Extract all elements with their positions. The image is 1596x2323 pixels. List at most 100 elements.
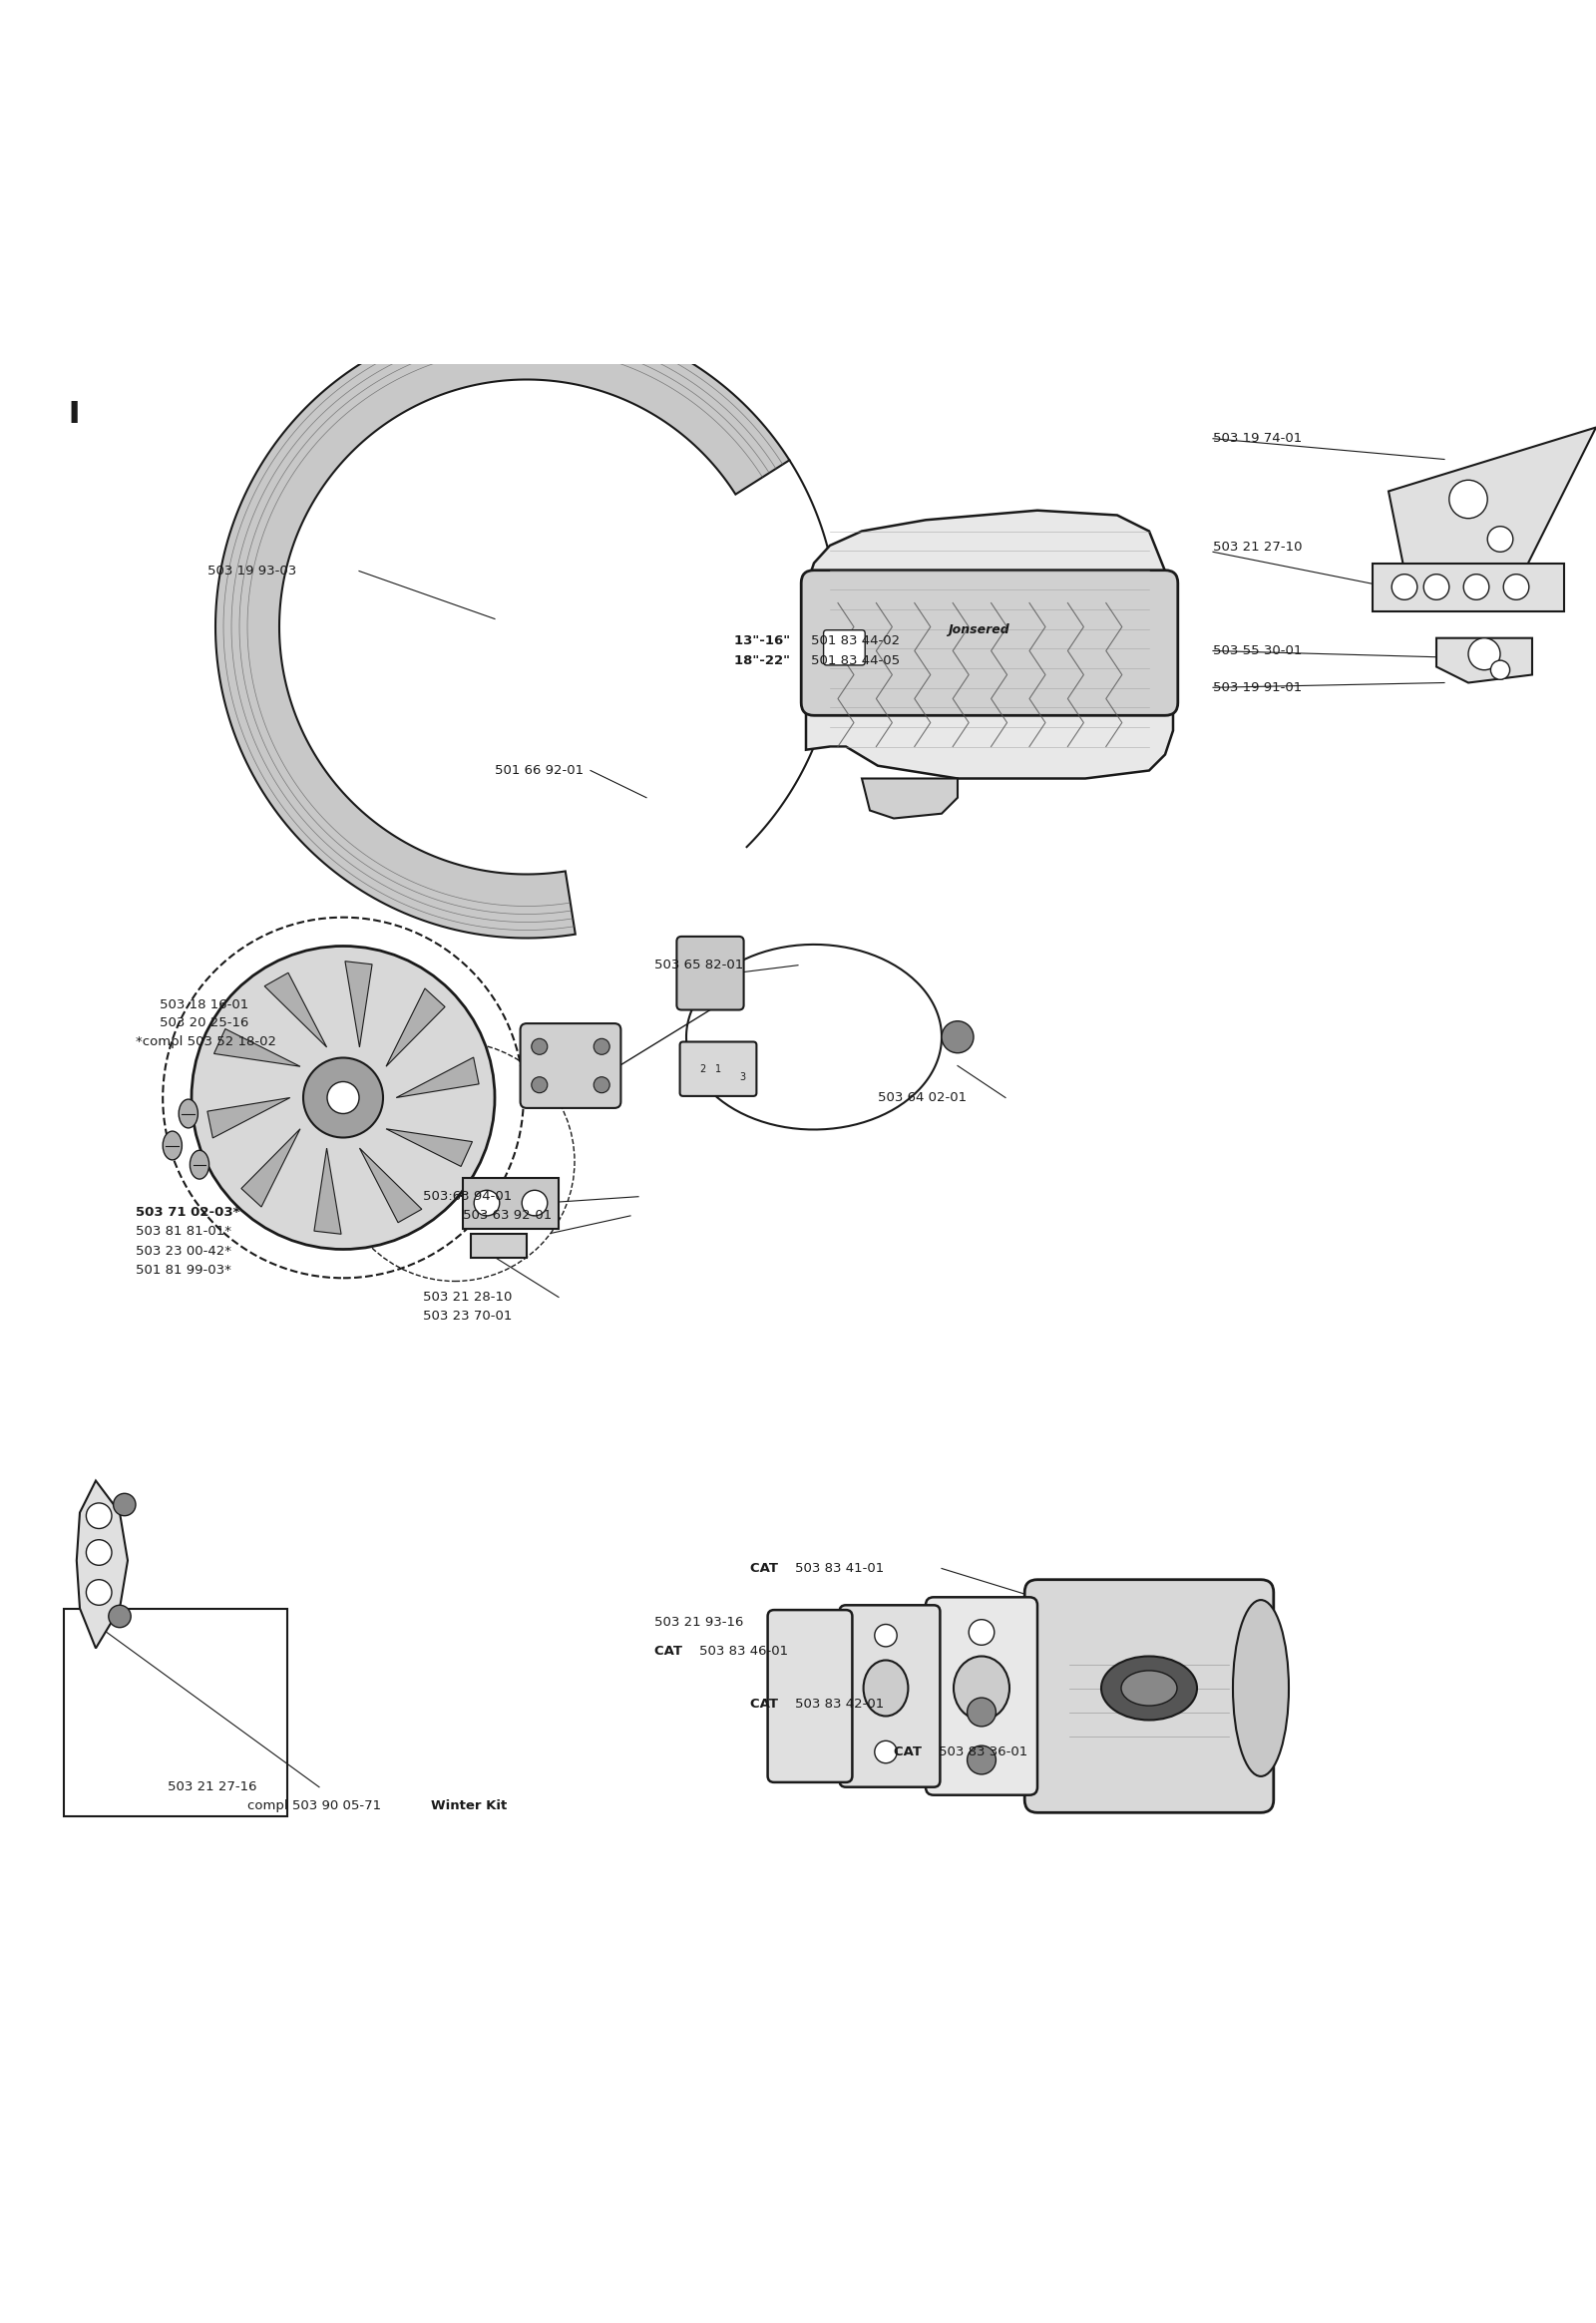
Circle shape: [1503, 574, 1529, 599]
Circle shape: [969, 1747, 994, 1772]
FancyBboxPatch shape: [768, 1610, 852, 1782]
Text: 503 21 93-16: 503 21 93-16: [654, 1617, 744, 1628]
Circle shape: [531, 1078, 547, 1092]
Text: 503 19 93-03: 503 19 93-03: [207, 564, 297, 578]
FancyBboxPatch shape: [801, 569, 1178, 715]
Text: 503 83 42-01: 503 83 42-01: [795, 1698, 884, 1710]
Text: 503 63 92-01: 503 63 92-01: [463, 1210, 552, 1222]
Text: compl 503 90 05-71: compl 503 90 05-71: [247, 1800, 385, 1812]
FancyBboxPatch shape: [1025, 1580, 1274, 1812]
Text: 501 83 44-05: 501 83 44-05: [811, 653, 900, 667]
Circle shape: [969, 1619, 994, 1645]
Text: *compl 503 52 18-02: *compl 503 52 18-02: [136, 1036, 276, 1048]
Circle shape: [1487, 527, 1513, 553]
FancyBboxPatch shape: [824, 630, 865, 664]
Text: 3: 3: [739, 1071, 745, 1083]
Text: 503 64 02-01: 503 64 02-01: [878, 1092, 967, 1103]
Text: Winter Kit: Winter Kit: [431, 1800, 508, 1812]
Polygon shape: [77, 1480, 128, 1649]
Bar: [64, 1608, 287, 1817]
Text: 503 23 70-01: 503 23 70-01: [423, 1310, 512, 1322]
Circle shape: [531, 1038, 547, 1055]
Text: 503 19 91-01: 503 19 91-01: [1213, 681, 1302, 695]
Text: 503 21 27-16: 503 21 27-16: [168, 1782, 257, 1793]
Circle shape: [1491, 660, 1510, 681]
Text: I: I: [67, 400, 80, 430]
Text: CAT: CAT: [894, 1745, 926, 1759]
Text: 503 71 02-03*: 503 71 02-03*: [136, 1206, 239, 1220]
Text: 503 83 36-01: 503 83 36-01: [938, 1745, 1028, 1759]
Text: 503 20 25-16: 503 20 25-16: [160, 1015, 249, 1029]
Text: 503 18 16-01: 503 18 16-01: [160, 999, 249, 1011]
Text: 2: 2: [699, 1064, 705, 1073]
Text: 501 83 44-02: 501 83 44-02: [811, 634, 900, 648]
Text: CAT: CAT: [654, 1645, 686, 1659]
Circle shape: [875, 1624, 897, 1647]
Circle shape: [1392, 574, 1417, 599]
Text: 503 81 81-01*: 503 81 81-01*: [136, 1224, 231, 1238]
Text: 501 81 99-03*: 501 81 99-03*: [136, 1264, 231, 1278]
Text: 503 65 82-01: 503 65 82-01: [654, 959, 744, 971]
FancyBboxPatch shape: [926, 1598, 1037, 1796]
Text: 503 21 28-10: 503 21 28-10: [423, 1292, 512, 1303]
Polygon shape: [241, 1129, 300, 1208]
Ellipse shape: [1232, 1601, 1290, 1777]
Circle shape: [875, 1740, 897, 1763]
FancyBboxPatch shape: [520, 1024, 621, 1108]
Polygon shape: [1373, 562, 1564, 611]
Polygon shape: [1436, 639, 1532, 683]
Text: 503 55 30-01: 503 55 30-01: [1213, 643, 1302, 657]
Text: CAT: CAT: [750, 1698, 782, 1710]
Circle shape: [967, 1745, 996, 1775]
Text: 503 83 46-01: 503 83 46-01: [699, 1645, 788, 1659]
Polygon shape: [806, 511, 1173, 778]
Text: 503 23 00-42*: 503 23 00-42*: [136, 1245, 231, 1257]
Polygon shape: [862, 778, 958, 818]
Circle shape: [86, 1580, 112, 1605]
Polygon shape: [207, 1099, 290, 1138]
Circle shape: [474, 1189, 500, 1215]
Polygon shape: [396, 1057, 479, 1099]
Circle shape: [113, 1494, 136, 1517]
Text: 503:63 94-01: 503:63 94-01: [423, 1189, 512, 1203]
Text: CAT: CAT: [750, 1561, 782, 1575]
Polygon shape: [359, 1148, 421, 1222]
Ellipse shape: [863, 1661, 908, 1717]
Text: 13"-16": 13"-16": [734, 634, 795, 648]
FancyBboxPatch shape: [677, 936, 744, 1011]
Text: I: I: [67, 400, 80, 430]
Text: 503 83 41-01: 503 83 41-01: [795, 1561, 884, 1575]
Text: Jonsered: Jonsered: [948, 623, 1010, 637]
Circle shape: [192, 945, 495, 1250]
FancyBboxPatch shape: [839, 1605, 940, 1786]
Polygon shape: [265, 973, 327, 1048]
Ellipse shape: [163, 1131, 182, 1159]
Polygon shape: [471, 1234, 527, 1257]
Text: 501 66 92-01: 501 66 92-01: [495, 764, 584, 776]
Ellipse shape: [1101, 1656, 1197, 1719]
Polygon shape: [345, 962, 372, 1048]
Circle shape: [109, 1605, 131, 1628]
Circle shape: [86, 1540, 112, 1566]
Polygon shape: [386, 1129, 472, 1166]
Circle shape: [594, 1038, 610, 1055]
Text: 503 19 74-01: 503 19 74-01: [1213, 432, 1302, 446]
Circle shape: [942, 1022, 974, 1052]
Ellipse shape: [190, 1150, 209, 1180]
Circle shape: [1424, 574, 1449, 599]
Text: 503 21 27-10: 503 21 27-10: [1213, 541, 1302, 553]
Polygon shape: [314, 1148, 342, 1234]
Circle shape: [327, 1083, 359, 1113]
FancyBboxPatch shape: [680, 1041, 757, 1096]
Polygon shape: [215, 316, 790, 938]
Polygon shape: [214, 1029, 300, 1066]
Text: 1: 1: [715, 1064, 721, 1073]
Circle shape: [594, 1078, 610, 1092]
Circle shape: [1468, 639, 1500, 669]
Circle shape: [967, 1698, 996, 1726]
Circle shape: [86, 1503, 112, 1529]
Ellipse shape: [179, 1099, 198, 1129]
Text: 18"-22": 18"-22": [734, 653, 795, 667]
Polygon shape: [386, 987, 445, 1066]
Polygon shape: [1389, 427, 1596, 588]
